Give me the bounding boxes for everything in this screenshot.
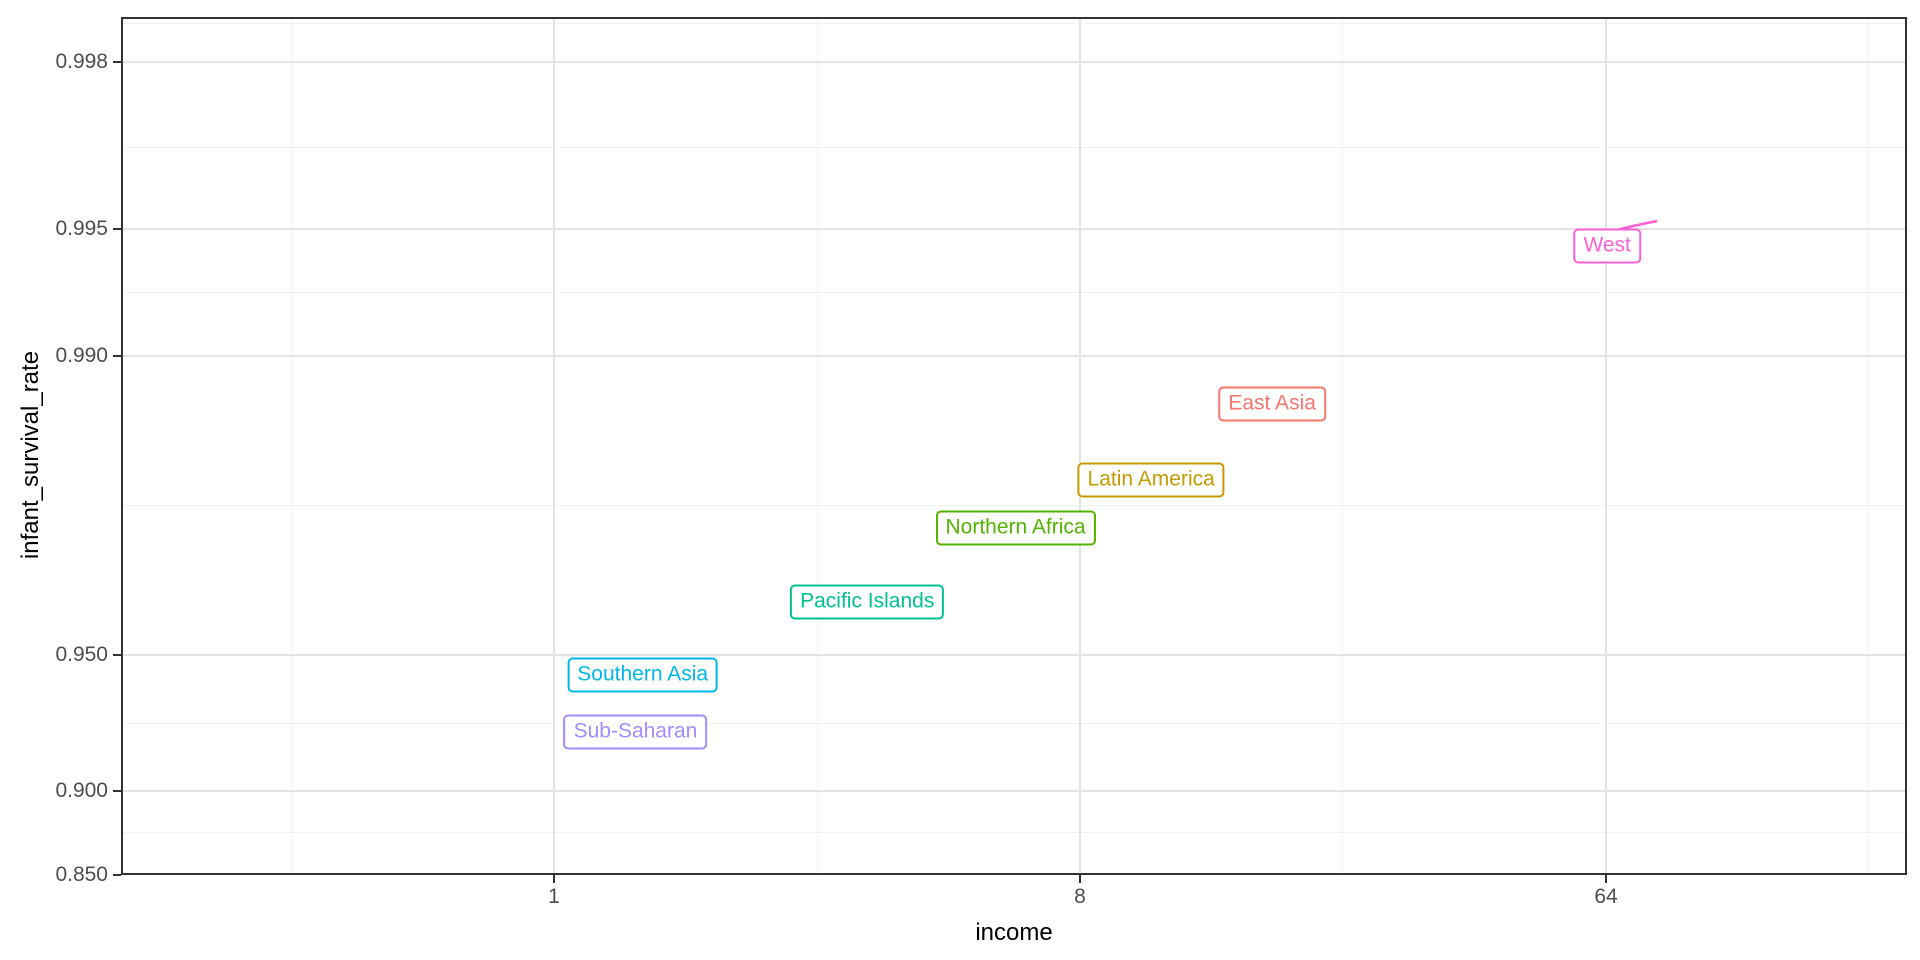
x-axis-title: income — [975, 919, 1053, 946]
gridlines — [121, 17, 1907, 875]
x-tick-mark — [1605, 875, 1607, 883]
y-tick-label: 0.850 — [55, 862, 108, 886]
grid-major-h — [121, 227, 1907, 230]
grid-minor-h — [121, 504, 1907, 506]
y-tick-mark — [113, 873, 121, 876]
grid-minor-h — [121, 22, 1907, 24]
y-tick-mark — [113, 654, 121, 657]
grid-major-v — [1605, 17, 1607, 875]
grid-major-h — [121, 354, 1907, 357]
grid-minor-h — [121, 146, 1907, 148]
grid-minor-v — [816, 17, 818, 875]
x-tick-mark — [553, 875, 555, 883]
grid-major-h — [121, 789, 1907, 792]
grid-minor-h — [121, 292, 1907, 294]
y-tick-label: 0.990 — [55, 343, 108, 367]
grid-minor-h — [121, 722, 1907, 724]
y-tick-label: 0.900 — [55, 778, 108, 802]
plot-panel — [121, 17, 1907, 875]
grid-major-h — [121, 873, 1907, 875]
x-tick-label: 64 — [1594, 885, 1618, 908]
grid-minor-v — [1342, 17, 1344, 875]
y-tick-mark — [113, 789, 121, 792]
y-tick-label: 0.998 — [55, 49, 108, 73]
y-tick-mark — [113, 227, 121, 230]
grid-major-v — [553, 17, 555, 875]
grid-minor-v — [1868, 17, 1870, 875]
y-tick-mark — [113, 354, 121, 357]
y-axis-title: infant_survival_rate — [17, 350, 44, 560]
x-tick-mark — [1079, 875, 1081, 883]
grid-minor-h — [121, 832, 1907, 834]
y-tick-label: 0.995 — [55, 216, 108, 240]
grid-major-h — [121, 60, 1907, 63]
grid-major-v — [1079, 17, 1081, 875]
x-tick-label: 1 — [548, 885, 560, 908]
y-tick-label: 0.950 — [55, 643, 108, 667]
grid-major-h — [121, 654, 1907, 657]
y-tick-mark — [113, 60, 121, 63]
x-tick-label: 8 — [1074, 885, 1086, 908]
grid-minor-v — [290, 17, 292, 875]
